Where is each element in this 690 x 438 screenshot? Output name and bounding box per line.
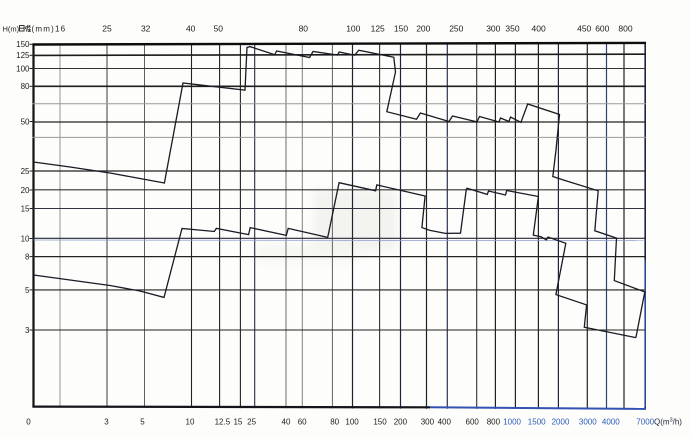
svg-text:5: 5	[25, 286, 30, 295]
svg-text:1500: 1500	[528, 418, 546, 427]
svg-text:15: 15	[233, 418, 242, 427]
svg-text:50: 50	[21, 117, 30, 126]
svg-text:Q(m3/h): Q(m3/h)	[654, 418, 682, 427]
svg-text:8: 8	[25, 253, 30, 262]
svg-text:100: 100	[16, 64, 30, 73]
svg-text:(mm)16: (mm)16	[32, 25, 67, 34]
svg-text:7000: 7000	[636, 418, 654, 427]
svg-text:3: 3	[25, 326, 30, 335]
svg-text:80: 80	[299, 24, 309, 34]
svg-text:200: 200	[416, 24, 430, 34]
svg-text:450: 450	[577, 24, 591, 34]
svg-text:10: 10	[186, 418, 195, 427]
svg-text:25: 25	[21, 167, 30, 176]
svg-text:300: 300	[486, 24, 500, 34]
svg-text:3: 3	[104, 418, 109, 427]
svg-text:32: 32	[141, 24, 151, 34]
svg-text:50: 50	[214, 24, 224, 34]
svg-text:20: 20	[21, 186, 30, 195]
svg-text:800: 800	[487, 418, 501, 427]
svg-text:40: 40	[282, 418, 291, 427]
svg-text:10: 10	[21, 234, 30, 243]
svg-text:40: 40	[186, 24, 196, 34]
svg-text:3000: 3000	[579, 418, 597, 427]
svg-text:H(m): H(m)	[3, 25, 20, 34]
svg-text:100: 100	[346, 24, 360, 34]
svg-text:25: 25	[247, 418, 256, 427]
svg-text:1000: 1000	[503, 418, 521, 427]
svg-text:100: 100	[345, 418, 359, 427]
svg-text:80: 80	[330, 418, 339, 427]
svg-text:300: 300	[421, 418, 435, 427]
svg-text:250: 250	[449, 24, 463, 34]
svg-text:80: 80	[21, 82, 30, 91]
svg-text:600: 600	[595, 24, 609, 34]
svg-text:4000: 4000	[602, 418, 620, 427]
svg-text:15: 15	[21, 204, 30, 213]
svg-text:12.5: 12.5	[215, 418, 231, 427]
svg-text:0: 0	[26, 418, 31, 427]
svg-text:200: 200	[394, 418, 408, 427]
svg-text:400: 400	[438, 418, 452, 427]
svg-text:25: 25	[102, 24, 112, 34]
svg-text:125: 125	[371, 24, 385, 34]
svg-text:150: 150	[394, 24, 408, 34]
svg-text:600: 600	[466, 418, 480, 427]
svg-text:5: 5	[140, 418, 145, 427]
svg-text:150: 150	[16, 40, 30, 49]
svg-text:2000: 2000	[552, 418, 570, 427]
svg-text:150: 150	[373, 418, 387, 427]
svg-text:400: 400	[532, 24, 546, 34]
svg-text:60: 60	[298, 418, 307, 427]
svg-text:800: 800	[618, 24, 632, 34]
svg-text:125: 125	[16, 51, 30, 60]
svg-text:350: 350	[505, 24, 519, 34]
